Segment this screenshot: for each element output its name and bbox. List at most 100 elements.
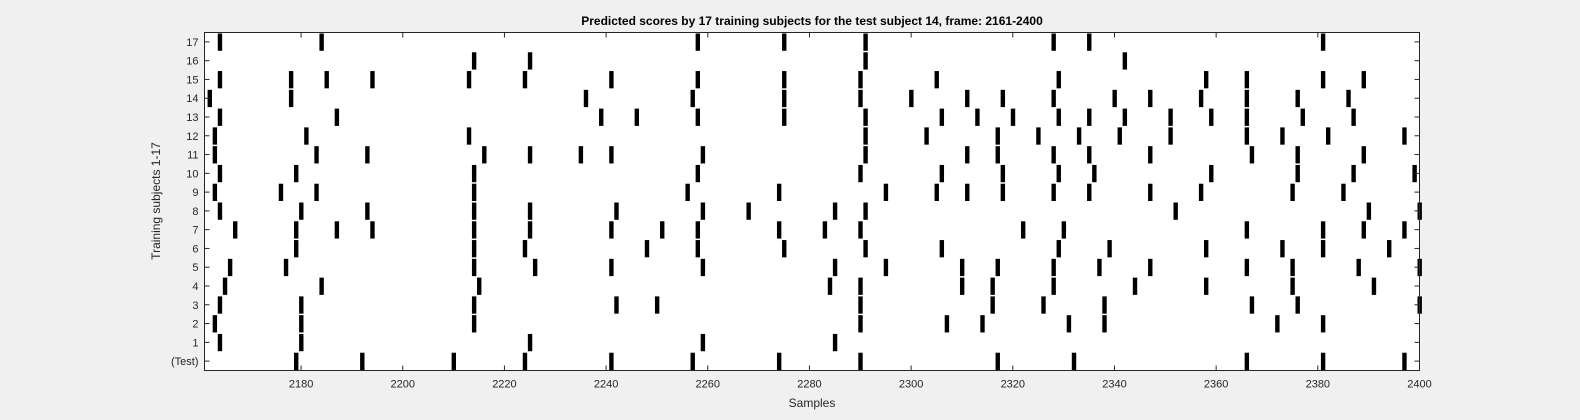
event-mark bbox=[466, 127, 472, 145]
event-mark bbox=[1056, 108, 1061, 126]
event-mark bbox=[776, 183, 782, 201]
y-tick-label: 7 bbox=[192, 225, 198, 237]
y-tick-label: 5 bbox=[192, 262, 198, 274]
chart-title: Predicted scores by 17 training subjects… bbox=[581, 14, 1043, 28]
event-mark bbox=[1102, 315, 1107, 333]
event-mark bbox=[858, 89, 863, 108]
event-mark bbox=[288, 71, 294, 89]
event-mark bbox=[365, 202, 370, 220]
event-mark bbox=[614, 296, 619, 314]
y-tick-label: 11 bbox=[187, 150, 198, 162]
event-mark bbox=[995, 127, 1000, 145]
event-mark bbox=[695, 221, 701, 239]
event-mark bbox=[1320, 71, 1326, 89]
event-mark bbox=[294, 164, 299, 183]
event-mark bbox=[939, 240, 945, 258]
event-mark bbox=[212, 146, 218, 164]
event-mark bbox=[1290, 277, 1295, 295]
event-mark bbox=[700, 333, 706, 352]
event-mark bbox=[832, 202, 838, 220]
event-mark bbox=[1000, 164, 1006, 183]
event-mark bbox=[1010, 108, 1016, 126]
event-mark bbox=[1132, 277, 1138, 295]
event-mark bbox=[1290, 258, 1295, 277]
event-mark bbox=[1295, 296, 1300, 314]
event-mark bbox=[1087, 146, 1092, 164]
y-tick-label: 10 bbox=[186, 168, 198, 180]
event-mark bbox=[1402, 352, 1407, 370]
x-tick-label: 2240 bbox=[594, 379, 618, 391]
event-mark bbox=[1148, 183, 1153, 201]
event-mark bbox=[1051, 258, 1056, 277]
event-mark bbox=[1148, 258, 1153, 277]
x-tick-label: 2180 bbox=[289, 379, 313, 391]
event-mark bbox=[288, 89, 294, 108]
event-mark bbox=[1071, 352, 1077, 370]
event-mark bbox=[334, 221, 340, 239]
event-mark bbox=[1209, 164, 1214, 183]
event-mark bbox=[1056, 71, 1061, 89]
y-tick-label: 3 bbox=[192, 300, 198, 312]
event-mark bbox=[609, 258, 614, 277]
event-mark bbox=[1244, 108, 1250, 126]
event-mark bbox=[1244, 221, 1250, 239]
event-mark bbox=[782, 71, 787, 89]
event-mark bbox=[1280, 240, 1285, 258]
event-mark bbox=[1249, 146, 1255, 164]
event-mark bbox=[685, 183, 690, 201]
event-mark bbox=[1087, 33, 1092, 51]
event-mark bbox=[1295, 89, 1300, 108]
event-mark bbox=[471, 164, 477, 183]
event-mark bbox=[583, 89, 589, 108]
event-mark bbox=[212, 127, 218, 145]
event-mark bbox=[1107, 240, 1112, 258]
event-mark bbox=[299, 296, 304, 314]
event-mark bbox=[1051, 89, 1056, 108]
event-mark bbox=[1320, 315, 1326, 333]
event-mark bbox=[695, 33, 701, 51]
event-mark bbox=[527, 333, 533, 352]
y-tick-label: 8 bbox=[192, 206, 198, 218]
event-mark bbox=[822, 221, 828, 239]
event-mark bbox=[782, 89, 787, 108]
event-mark bbox=[451, 352, 457, 370]
event-mark bbox=[654, 296, 660, 314]
event-mark bbox=[278, 183, 284, 201]
x-tick-label: 2280 bbox=[797, 379, 821, 391]
event-mark bbox=[858, 315, 863, 333]
event-mark bbox=[471, 258, 477, 277]
event-mark bbox=[1203, 277, 1209, 295]
y-tick-label: 12 bbox=[186, 131, 198, 143]
event-mark bbox=[471, 296, 477, 314]
event-mark bbox=[1061, 221, 1067, 239]
event-mark bbox=[1325, 127, 1331, 145]
x-tick-label: 2220 bbox=[492, 379, 516, 391]
event-mark bbox=[599, 108, 604, 126]
y-tick-label: 9 bbox=[192, 187, 198, 199]
event-mark bbox=[1290, 183, 1295, 201]
event-mark bbox=[471, 315, 477, 333]
event-mark bbox=[863, 240, 868, 258]
event-mark bbox=[1056, 164, 1061, 183]
event-mark bbox=[1168, 108, 1173, 126]
event-mark bbox=[1366, 202, 1372, 220]
event-mark bbox=[990, 296, 995, 314]
event-mark bbox=[690, 89, 695, 108]
event-mark bbox=[1092, 164, 1097, 183]
event-mark bbox=[700, 258, 706, 277]
event-mark bbox=[695, 164, 701, 183]
event-mark bbox=[863, 202, 868, 220]
event-mark bbox=[863, 33, 868, 51]
event-mark bbox=[370, 221, 375, 239]
event-mark bbox=[858, 296, 863, 314]
event-mark bbox=[965, 146, 970, 164]
event-mark bbox=[1087, 108, 1092, 126]
event-mark bbox=[522, 352, 528, 370]
event-mark bbox=[1056, 240, 1061, 258]
x-axis-label: Samples bbox=[789, 396, 836, 410]
event-mark bbox=[909, 89, 914, 108]
event-mark bbox=[965, 183, 970, 201]
event-mark bbox=[934, 71, 939, 89]
y-tick-label: (Test) bbox=[171, 356, 199, 368]
y-tick-label: 17 bbox=[186, 37, 198, 49]
